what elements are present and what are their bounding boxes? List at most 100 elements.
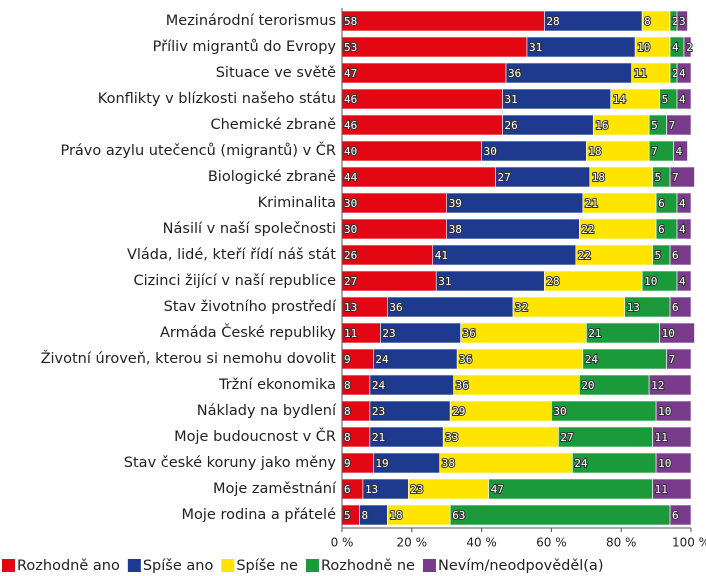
value-label: 16 <box>595 119 608 132</box>
legend-swatch <box>127 559 141 572</box>
bar-segment <box>676 192 692 214</box>
bar-segment <box>648 374 692 396</box>
value-label: 14 <box>613 93 627 106</box>
value-label: 38 <box>449 223 462 236</box>
value-label: 11 <box>655 431 668 444</box>
bar-segment <box>341 166 496 188</box>
bar-segment <box>673 140 688 162</box>
bar-segment <box>341 140 482 162</box>
legend-swatch <box>221 559 235 572</box>
value-label: 30 <box>484 145 497 158</box>
value-label: 4 <box>679 223 686 236</box>
bar-segment <box>341 88 503 110</box>
value-label: 13 <box>344 301 357 314</box>
value-label: 6 <box>658 197 665 210</box>
value-label: 47 <box>344 67 357 80</box>
value-label: 6 <box>658 223 665 236</box>
value-label: 24 <box>372 379 386 392</box>
bar-segment <box>446 218 580 240</box>
bar-segment <box>676 270 692 292</box>
legend-label: Spíše ano <box>143 558 214 574</box>
value-label: 18 <box>588 145 601 158</box>
value-label: 36 <box>508 67 521 80</box>
value-label: 9 <box>344 457 351 470</box>
value-label: 8 <box>361 509 368 522</box>
value-label: 2 <box>672 67 679 80</box>
bar-segment <box>676 10 688 32</box>
bar-segment <box>341 114 503 136</box>
bar-segment <box>341 62 507 84</box>
value-label: 19 <box>375 457 388 470</box>
bar-segment <box>456 348 584 370</box>
value-label: 21 <box>585 197 598 210</box>
bar-segment <box>341 218 447 240</box>
category-label: Tržní ekonomika <box>218 377 336 393</box>
value-label: 44 <box>344 171 358 184</box>
bar-segment <box>481 140 587 162</box>
value-label: 18 <box>389 509 402 522</box>
bar-segment <box>341 36 528 58</box>
bar-segment <box>435 270 545 292</box>
x-tick-label: 20 % <box>397 536 428 550</box>
bar-segment <box>446 192 584 214</box>
bar-segment <box>442 426 559 448</box>
bar-segment <box>387 296 514 318</box>
category-label: Moje budoucnost v ČR <box>174 427 336 445</box>
value-label: 5 <box>651 119 658 132</box>
value-label: 36 <box>456 379 469 392</box>
bar-segment <box>652 426 692 448</box>
value-label: 30 <box>344 197 357 210</box>
bar-segment <box>676 62 692 84</box>
value-label: 38 <box>442 457 455 470</box>
value-label: 27 <box>344 275 357 288</box>
value-label: 8 <box>644 15 651 28</box>
category-label: Kriminalita <box>258 195 336 211</box>
bar-segment <box>676 88 692 110</box>
value-label: 23 <box>372 405 385 418</box>
value-label: 36 <box>389 301 402 314</box>
value-label: 4 <box>676 145 683 158</box>
value-label: 4 <box>672 41 679 54</box>
category-label: Vláda, lidé, kteří řídí náš stát <box>127 247 336 263</box>
value-label: 9 <box>344 353 351 366</box>
bar-segment <box>341 192 447 214</box>
value-label: 47 <box>491 483 504 496</box>
value-label: 7 <box>672 171 679 184</box>
legend-label: Spíše ne <box>236 558 298 574</box>
value-label: 24 <box>375 353 389 366</box>
category-label: Stav české koruny jako měny <box>124 455 337 471</box>
legend-swatch <box>305 559 319 572</box>
legend-label: Nevím/neodpověděl(a) <box>438 558 604 574</box>
value-label: 3 <box>679 15 686 28</box>
bar-segment <box>460 322 587 344</box>
value-label: 8 <box>344 431 351 444</box>
bar-segment <box>502 88 612 110</box>
category-label: Mezinárodní terorismus <box>166 13 336 29</box>
value-label: 2 <box>686 41 693 54</box>
value-label: 10 <box>637 41 650 54</box>
bar-segment <box>659 322 695 344</box>
value-label: 11 <box>344 327 357 340</box>
bar-segment <box>669 166 695 188</box>
bar-segment <box>676 218 692 240</box>
bar-segment <box>488 478 653 500</box>
value-label: 8 <box>344 405 351 418</box>
value-label: 10 <box>658 405 671 418</box>
category-label: Násilí v naší společnosti <box>163 221 336 237</box>
value-label: 24 <box>585 353 599 366</box>
x-tick-label: 100 % <box>672 536 706 550</box>
category-label: Náklady na bydlení <box>197 403 337 419</box>
value-label: 27 <box>560 431 573 444</box>
value-label: 53 <box>344 41 357 54</box>
value-label: 41 <box>435 249 448 262</box>
value-label: 8 <box>344 379 351 392</box>
value-label: 13 <box>365 483 378 496</box>
category-label: Životní úroveň, kterou si nemohu dovolit <box>41 349 337 367</box>
value-label: 26 <box>344 249 357 262</box>
value-label: 63 <box>452 509 465 522</box>
bar-segment <box>669 244 692 266</box>
value-label: 6 <box>672 249 679 262</box>
bar-segment <box>439 452 573 474</box>
bar-segment <box>666 114 692 136</box>
